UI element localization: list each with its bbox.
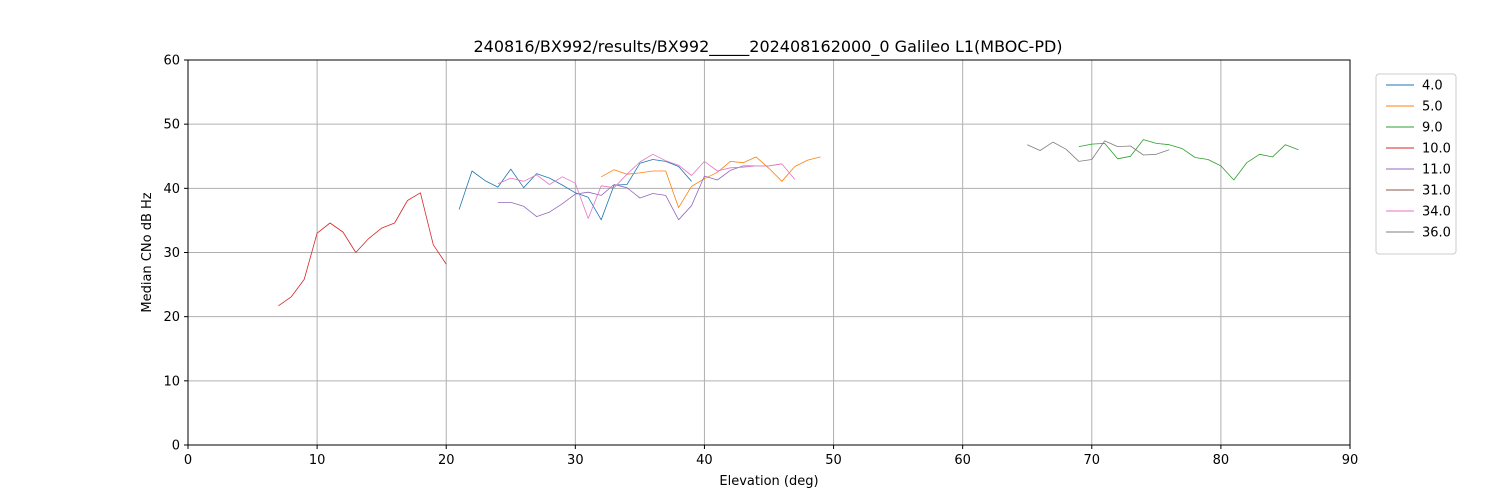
y-axis-ticks: 0 10 20 30 40 50 60: [163, 54, 188, 454]
x-axis-label: Elevation (deg): [719, 474, 818, 489]
legend-label: 36.0: [1422, 226, 1451, 241]
x-tick-label: 30: [567, 453, 584, 468]
y-tick-label: 20: [163, 310, 180, 325]
series-line-4-0: [458, 159, 692, 221]
x-tick-label: 90: [1342, 453, 1359, 468]
y-tick-label: 40: [163, 182, 180, 197]
grid: [187, 59, 1351, 446]
series-line-36-0: [1027, 140, 1170, 162]
legend-label: 11.0: [1422, 163, 1451, 178]
legend-entry: 11.0: [1386, 163, 1451, 178]
legend-entry: 4.0: [1386, 79, 1443, 94]
legend-label: 4.0: [1422, 79, 1443, 94]
series-line-9-0: [1078, 139, 1299, 181]
series-line-5-0: [601, 156, 821, 209]
series-line-10-0: [278, 192, 447, 307]
legend-entry: 34.0: [1386, 205, 1451, 220]
x-tick-label: 50: [825, 453, 842, 468]
legend-entry: 10.0: [1386, 142, 1451, 157]
x-tick-label: 40: [696, 453, 713, 468]
y-tick-label: 0: [172, 439, 180, 454]
x-tick-label: 20: [438, 453, 455, 468]
chart-title: 240816/BX992/results/BX992_____202408162…: [473, 37, 1062, 57]
x-tick-label: 10: [309, 453, 326, 468]
x-tick-label: 60: [954, 453, 971, 468]
y-tick-label: 60: [163, 54, 180, 69]
legend-entry: 31.0: [1386, 184, 1451, 199]
y-tick-label: 50: [163, 118, 180, 133]
legend-label: 9.0: [1422, 121, 1443, 136]
y-tick-label: 10: [163, 374, 180, 389]
series-line-11-0: [497, 163, 782, 221]
legend-entry: 5.0: [1386, 100, 1443, 115]
legend-label: 10.0: [1422, 142, 1451, 157]
legend-label: 34.0: [1422, 205, 1451, 220]
x-axis-ticks: 0 10 20 30 40 50 60 70 80 90: [184, 445, 1358, 468]
legend-entry: 36.0: [1386, 226, 1451, 241]
legend-frame: [1375, 73, 1457, 255]
legend-label: 31.0: [1422, 184, 1451, 199]
x-tick-label: 80: [1213, 453, 1230, 468]
legend-label: 5.0: [1422, 100, 1443, 115]
y-tick-label: 30: [163, 246, 180, 261]
series-line-34-0: [497, 153, 796, 219]
legend: 4.0 5.0 9.0 10.0 11.0 31.0 34.0 36.0: [1375, 73, 1457, 255]
series-layer: [278, 139, 1299, 307]
x-tick-label: 0: [184, 453, 192, 468]
x-tick-label: 70: [1084, 453, 1101, 468]
y-axis-label: Median CNo dB Hz: [140, 192, 155, 312]
legend-entry: 9.0: [1386, 121, 1443, 136]
